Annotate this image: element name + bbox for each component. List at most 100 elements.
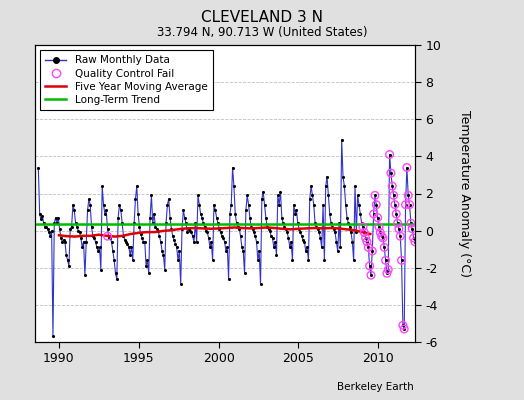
Point [219,235,227,241]
Point [37,216,45,223]
Point [357,220,366,226]
Point [367,272,375,278]
Point [359,224,367,230]
Point [89,233,97,239]
Point [36,211,44,217]
Point [356,211,365,217]
Point [255,248,264,254]
Point [142,263,150,269]
Point [377,233,386,239]
Point [246,214,254,221]
Point [191,220,200,226]
Point [238,244,246,250]
Point [311,220,319,226]
Point [184,226,193,232]
Point [154,228,162,234]
Point [400,326,408,332]
Point [242,207,250,214]
Point [123,240,132,247]
Point [348,238,356,245]
Point [100,202,108,208]
Point [305,196,314,202]
Point [59,237,68,243]
Point [275,202,283,208]
Point [160,266,169,273]
Point [135,224,144,230]
Point [342,202,350,208]
Point [34,164,42,171]
Y-axis label: Temperature Anomaly (°C): Temperature Anomaly (°C) [458,110,471,277]
Point [190,238,198,245]
Point [111,270,119,276]
Point [182,220,190,226]
Point [41,224,49,230]
Point [383,270,391,276]
Point [392,211,400,217]
Point [259,188,267,195]
Point [352,229,361,236]
Point [408,226,417,232]
Point [113,276,121,282]
Point [221,238,229,245]
Point [222,248,230,254]
Point [189,233,197,239]
Text: Berkeley Earth: Berkeley Earth [337,382,414,392]
Point [65,263,73,269]
Point [88,224,96,230]
Point [251,233,259,239]
Point [235,226,244,232]
Point [50,220,59,226]
Point [384,266,392,273]
Point [48,228,56,234]
Point [147,192,156,198]
Point [371,192,379,198]
Point [94,248,102,254]
Point [122,238,130,245]
Point [39,220,48,226]
Point [372,202,380,208]
Point [387,170,395,176]
Point [379,235,387,241]
Point [383,270,391,276]
Point [244,202,253,208]
Point [404,192,412,198]
Point [146,214,154,221]
Point [304,257,313,264]
Point [360,229,368,236]
Point [118,220,126,226]
Point [385,151,394,158]
Point [400,326,408,332]
Point [152,226,161,232]
Point [75,229,84,236]
Point [283,229,291,236]
Point [291,211,299,217]
Point [232,220,241,226]
Point [226,211,234,217]
Point [335,220,343,226]
Point [374,214,382,221]
Point [178,226,186,232]
Point [247,224,255,230]
Point [380,244,388,250]
Point [231,211,239,217]
Point [46,233,54,239]
Point [316,235,324,241]
Point [355,202,363,208]
Point [103,226,112,232]
Point [362,235,370,241]
Point [114,214,122,221]
Point [93,244,101,250]
Point [344,220,353,226]
Point [224,276,233,282]
Point [268,235,277,241]
Point [86,202,94,208]
Point [68,224,76,230]
Point [199,220,208,226]
Point [278,214,286,221]
Point [276,188,285,195]
Point [207,238,215,245]
Point [130,220,138,226]
Point [377,233,386,239]
Point [107,238,116,245]
Point [42,224,50,230]
